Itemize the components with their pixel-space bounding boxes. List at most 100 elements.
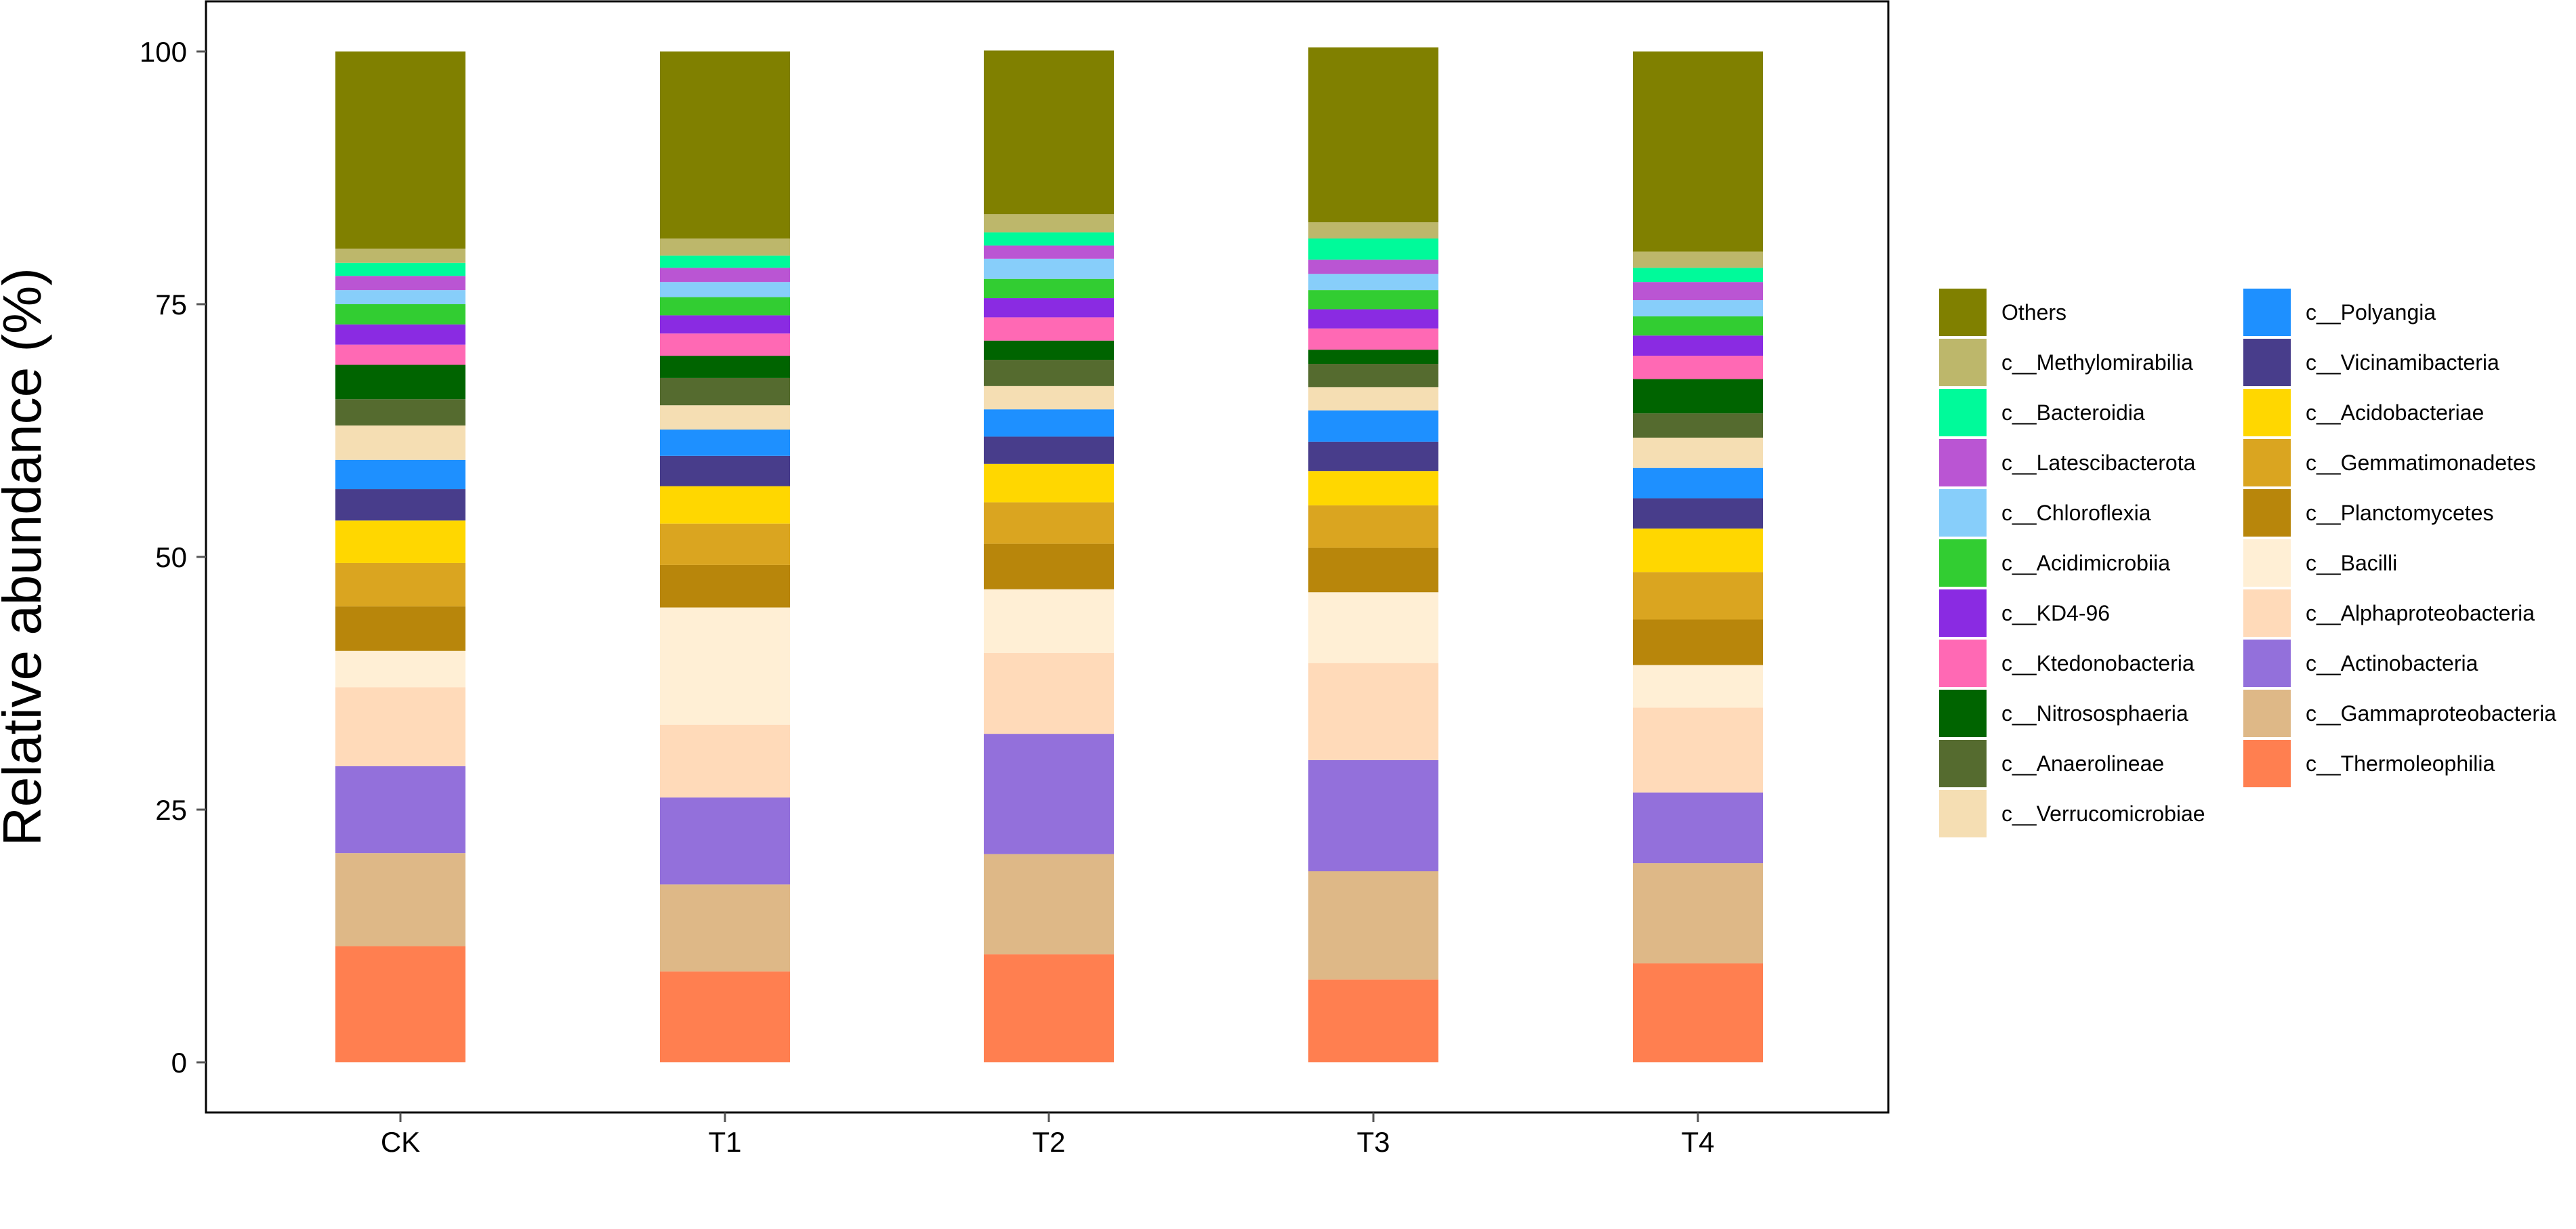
bar-segment-ck-c-gemmatimonadetes — [335, 562, 465, 607]
legend-swatch — [2243, 389, 2291, 436]
y-tick-label: 25 — [155, 794, 187, 826]
legend-swatch — [2243, 339, 2291, 386]
bar-segment-ck-c-ktedonobacteria — [335, 344, 465, 365]
legend-swatch — [1939, 289, 1987, 336]
bar-segment-t3-c-vicinamibacteria — [1308, 441, 1438, 472]
legend-item-c-nitrososphaeria: c__Nitrososphaeria — [1939, 690, 2188, 737]
legend-item-c-acidimicrobiia: c__Acidimicrobiia — [1939, 539, 2170, 587]
legend-swatch — [1939, 790, 1987, 837]
legend-label: c__KD4-96 — [2001, 601, 2110, 625]
y-axis-title: Relative abundance (%) — [0, 268, 52, 846]
bar-segment-ck-c-thermoleophilia — [335, 946, 465, 1062]
bar-segment-t1-c-bacteroidia — [660, 255, 790, 268]
x-axis: CK T1 T2 T3 T4 — [381, 1112, 1715, 1158]
legend-item-c-thermoleophilia: c__Thermoleophilia — [2243, 740, 2495, 787]
bar-segment-t2-others — [984, 50, 1114, 215]
bar-segment-t1-c-anaerolineae — [660, 377, 790, 406]
x-tick-label: CK — [381, 1126, 420, 1158]
bar-segment-t4-c-chloroflexia — [1633, 300, 1763, 316]
bar-segment-t1-c-kd4-96 — [660, 315, 790, 334]
bar-segment-t4-c-nitrososphaeria — [1633, 379, 1763, 414]
legend-label: c__Gemmatimonadetes — [2306, 451, 2536, 475]
legend-label: c__Anaerolineae — [2001, 751, 2164, 776]
x-tick-label: T4 — [1681, 1126, 1714, 1158]
bar-segment-ck-c-methylomirabilia — [335, 248, 465, 263]
bar-segment-t4-c-bacteroidia — [1633, 268, 1763, 283]
bar-segment-t3-c-bacteroidia — [1308, 238, 1438, 260]
bar-segment-t1-c-chloroflexia — [660, 282, 790, 297]
bar-segment-t3-c-ktedonobacteria — [1308, 328, 1438, 350]
legend-item-c-alphaproteobacteria: c__Alphaproteobacteria — [2243, 589, 2535, 637]
bar-segment-t2-c-chloroflexia — [984, 258, 1114, 279]
bar-stack-t2 — [984, 50, 1114, 1062]
x-tick-label: T2 — [1032, 1126, 1065, 1158]
legend-label: c__Planctomycetes — [2306, 501, 2493, 525]
legend-item-c-gammaproteobacteria: c__Gammaproteobacteria — [2243, 690, 2556, 737]
bar-segment-t3-c-verrucomicrobiae — [1308, 387, 1438, 411]
bar-segment-t1-c-gemmatimonadetes — [660, 523, 790, 565]
bar-segment-t3-c-bacilli — [1308, 592, 1438, 663]
y-axis: 0 25 50 75 100 — [140, 36, 206, 1079]
bar-segment-t1-c-gammaproteobacteria — [660, 884, 790, 972]
legend: Othersc__Methylomirabiliac__Bacteroidiac… — [1939, 289, 2556, 837]
bar-segment-t1-c-ktedonobacteria — [660, 333, 790, 356]
legend-label: c__Acidimicrobiia — [2001, 551, 2170, 575]
legend-label: c__Bacteroidia — [2001, 400, 2145, 425]
legend-item-c-actinobacteria: c__Actinobacteria — [2243, 640, 2478, 687]
bar-segment-t4-c-acidimicrobiia — [1633, 316, 1763, 336]
bar-segment-t4-c-ktedonobacteria — [1633, 356, 1763, 379]
legend-label: c__Nitrososphaeria — [2001, 701, 2188, 726]
x-tick-label: T3 — [1356, 1126, 1390, 1158]
bar-segment-t2-c-planctomycetes — [984, 543, 1114, 589]
bar-segment-t2-c-bacilli — [984, 589, 1114, 653]
legend-item-c-polyangia: c__Polyangia — [2243, 289, 2436, 336]
legend-label: c__Thermoleophilia — [2306, 751, 2495, 776]
legend-swatch — [1939, 489, 1987, 537]
legend-label: c__Chloroflexia — [2001, 501, 2151, 525]
legend-item-c-latescibacterota: c__Latescibacterota — [1939, 439, 2196, 486]
legend-item-c-acidobacteriae: c__Acidobacteriae — [2243, 389, 2484, 436]
bar-segment-t2-c-anaerolineae — [984, 360, 1114, 386]
bar-segment-t1-c-thermoleophilia — [660, 971, 790, 1062]
bar-segment-ck-c-acidimicrobiia — [335, 304, 465, 325]
legend-item-c-bacteroidia: c__Bacteroidia — [1939, 389, 2145, 436]
bar-segment-ck-c-latescibacterota — [335, 276, 465, 291]
bar-segment-t2-c-methylomirabilia — [984, 214, 1114, 233]
bar-segment-ck-c-actinobacteria — [335, 766, 465, 854]
bar-segment-ck-others — [335, 51, 465, 249]
bar-segment-t4-c-gammaproteobacteria — [1633, 863, 1763, 963]
bar-stack-t1 — [660, 51, 790, 1062]
legend-item-c-planctomycetes: c__Planctomycetes — [2243, 489, 2493, 537]
bar-segment-t2-c-polyangia — [984, 409, 1114, 437]
legend-label: c__Acidobacteriae — [2306, 400, 2484, 425]
bar-segment-t4-c-polyangia — [1633, 467, 1763, 499]
legend-item-c-bacilli: c__Bacilli — [2243, 539, 2397, 587]
legend-item-c-ktedonobacteria: c__Ktedonobacteria — [1939, 640, 2195, 687]
bar-segment-t4-c-actinobacteria — [1633, 792, 1763, 864]
bar-segment-t2-c-bacteroidia — [984, 232, 1114, 246]
bar-segment-t1-c-verrucomicrobiae — [660, 405, 790, 430]
legend-swatch — [1939, 690, 1987, 737]
bar-segment-t3-c-acidimicrobiia — [1308, 290, 1438, 310]
bar-stack-t3 — [1308, 47, 1438, 1062]
legend-swatch — [1939, 640, 1987, 687]
bar-segment-t4-c-gemmatimonadetes — [1633, 572, 1763, 620]
bar-segment-t3-others — [1308, 47, 1438, 223]
legend-label: Others — [2001, 300, 2066, 325]
legend-label: c__Actinobacteria — [2306, 651, 2478, 675]
legend-swatch — [2243, 539, 2291, 587]
bar-segment-t3-c-chloroflexia — [1308, 274, 1438, 291]
bar-segment-ck-c-vicinamibacteria — [335, 489, 465, 521]
bar-segment-ck-c-anaerolineae — [335, 399, 465, 426]
y-tick-label: 100 — [140, 36, 187, 68]
bar-segment-t4-c-acidobacteriae — [1633, 528, 1763, 572]
bar-segment-ck-c-verrucomicrobiae — [335, 425, 465, 460]
bar-segment-t3-c-polyangia — [1308, 410, 1438, 442]
bar-segment-t2-c-vicinamibacteria — [984, 436, 1114, 464]
bar-segment-t2-c-nitrososphaeria — [984, 340, 1114, 360]
y-tick-label: 0 — [171, 1047, 187, 1079]
bar-segment-t3-c-latescibacterota — [1308, 259, 1438, 274]
bar-stack-ck — [335, 51, 465, 1062]
legend-swatch — [2243, 640, 2291, 687]
